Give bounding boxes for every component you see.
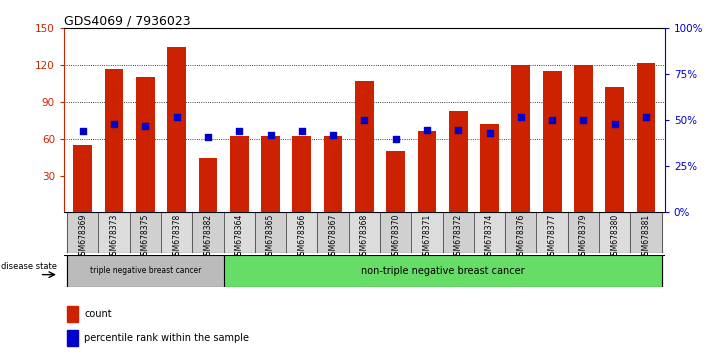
Point — [77, 129, 88, 134]
Bar — [286, 212, 317, 253]
Text: non-triple negative breast cancer: non-triple negative breast cancer — [360, 266, 525, 276]
Point — [296, 129, 307, 134]
Bar — [449, 110, 468, 212]
Text: GSM678368: GSM678368 — [360, 213, 369, 260]
Point — [578, 118, 589, 123]
Bar — [255, 212, 286, 253]
Bar — [324, 136, 343, 212]
Bar — [443, 212, 474, 253]
Bar — [636, 63, 656, 212]
Bar — [223, 255, 662, 287]
Text: GSM678372: GSM678372 — [454, 213, 463, 260]
Point — [264, 132, 276, 138]
Bar — [605, 87, 624, 212]
Bar — [631, 212, 662, 253]
Bar — [136, 78, 155, 212]
Bar — [542, 71, 562, 212]
Text: GDS4069 / 7936023: GDS4069 / 7936023 — [64, 14, 191, 27]
Text: count: count — [85, 309, 112, 319]
Bar — [261, 136, 280, 212]
Point — [641, 114, 652, 120]
Bar — [511, 65, 530, 212]
Point — [358, 118, 370, 123]
Text: GSM678373: GSM678373 — [109, 213, 119, 260]
Text: GSM678370: GSM678370 — [391, 213, 400, 260]
Point — [139, 123, 151, 129]
Text: GSM678371: GSM678371 — [422, 213, 432, 260]
Text: GSM678365: GSM678365 — [266, 213, 275, 260]
Bar — [506, 212, 537, 253]
Text: GSM678381: GSM678381 — [641, 213, 651, 260]
Point — [515, 114, 527, 120]
Bar — [599, 212, 631, 253]
Bar — [292, 136, 311, 212]
Bar — [223, 212, 255, 253]
Point — [547, 118, 558, 123]
Text: GSM678378: GSM678378 — [172, 213, 181, 260]
Text: GSM678376: GSM678376 — [516, 213, 525, 260]
Text: GSM678364: GSM678364 — [235, 213, 244, 260]
Text: GSM678366: GSM678366 — [297, 213, 306, 260]
Point — [484, 130, 496, 136]
Bar — [98, 212, 129, 253]
Bar — [574, 65, 593, 212]
Text: disease state: disease state — [1, 262, 58, 272]
Bar — [161, 212, 192, 253]
Bar — [380, 212, 412, 253]
Point — [108, 121, 119, 127]
Bar — [537, 212, 568, 253]
Bar — [73, 145, 92, 212]
Bar — [355, 81, 374, 212]
Text: GSM678374: GSM678374 — [485, 213, 494, 260]
Bar — [67, 306, 78, 322]
Point — [202, 134, 213, 140]
Text: GSM678367: GSM678367 — [328, 213, 338, 260]
Bar — [67, 212, 98, 253]
Bar — [568, 212, 599, 253]
Bar — [105, 69, 124, 212]
Text: GSM678369: GSM678369 — [78, 213, 87, 260]
Text: GSM678382: GSM678382 — [203, 213, 213, 260]
Point — [327, 132, 338, 138]
Text: GSM678377: GSM678377 — [547, 213, 557, 260]
Bar — [348, 212, 380, 253]
Bar — [67, 255, 223, 287]
Point — [233, 129, 245, 134]
Text: triple negative breast cancer: triple negative breast cancer — [90, 266, 201, 275]
Bar — [192, 212, 223, 253]
Bar — [474, 212, 506, 253]
Bar — [167, 47, 186, 212]
Text: GSM678375: GSM678375 — [141, 213, 150, 260]
Point — [171, 114, 182, 120]
Text: GSM678379: GSM678379 — [579, 213, 588, 260]
Bar — [412, 212, 443, 253]
Point — [390, 136, 402, 142]
Bar — [198, 158, 218, 212]
Bar — [480, 124, 499, 212]
Bar — [129, 212, 161, 253]
Bar — [230, 136, 249, 212]
Bar — [417, 131, 437, 212]
Text: GSM678380: GSM678380 — [610, 213, 619, 260]
Bar — [386, 151, 405, 212]
Point — [609, 121, 621, 127]
Point — [453, 127, 464, 132]
Point — [422, 127, 433, 132]
Bar — [317, 212, 348, 253]
Bar — [67, 330, 78, 346]
Text: percentile rank within the sample: percentile rank within the sample — [85, 332, 250, 343]
